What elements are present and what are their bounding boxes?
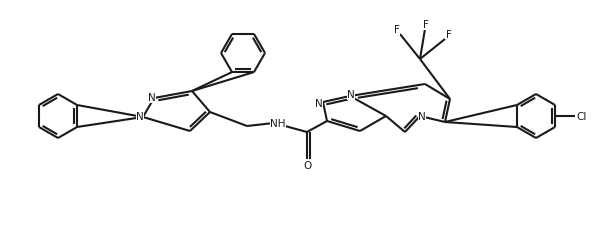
Text: N: N (315, 98, 323, 109)
Text: F: F (446, 30, 452, 40)
Text: F: F (423, 20, 429, 30)
Text: Cl: Cl (577, 112, 587, 121)
Text: NH: NH (270, 118, 286, 128)
Text: N: N (418, 112, 426, 121)
Text: N: N (148, 93, 156, 103)
Text: F: F (394, 25, 400, 35)
Text: N: N (136, 112, 144, 121)
Text: N: N (347, 90, 355, 100)
Text: O: O (304, 160, 312, 170)
